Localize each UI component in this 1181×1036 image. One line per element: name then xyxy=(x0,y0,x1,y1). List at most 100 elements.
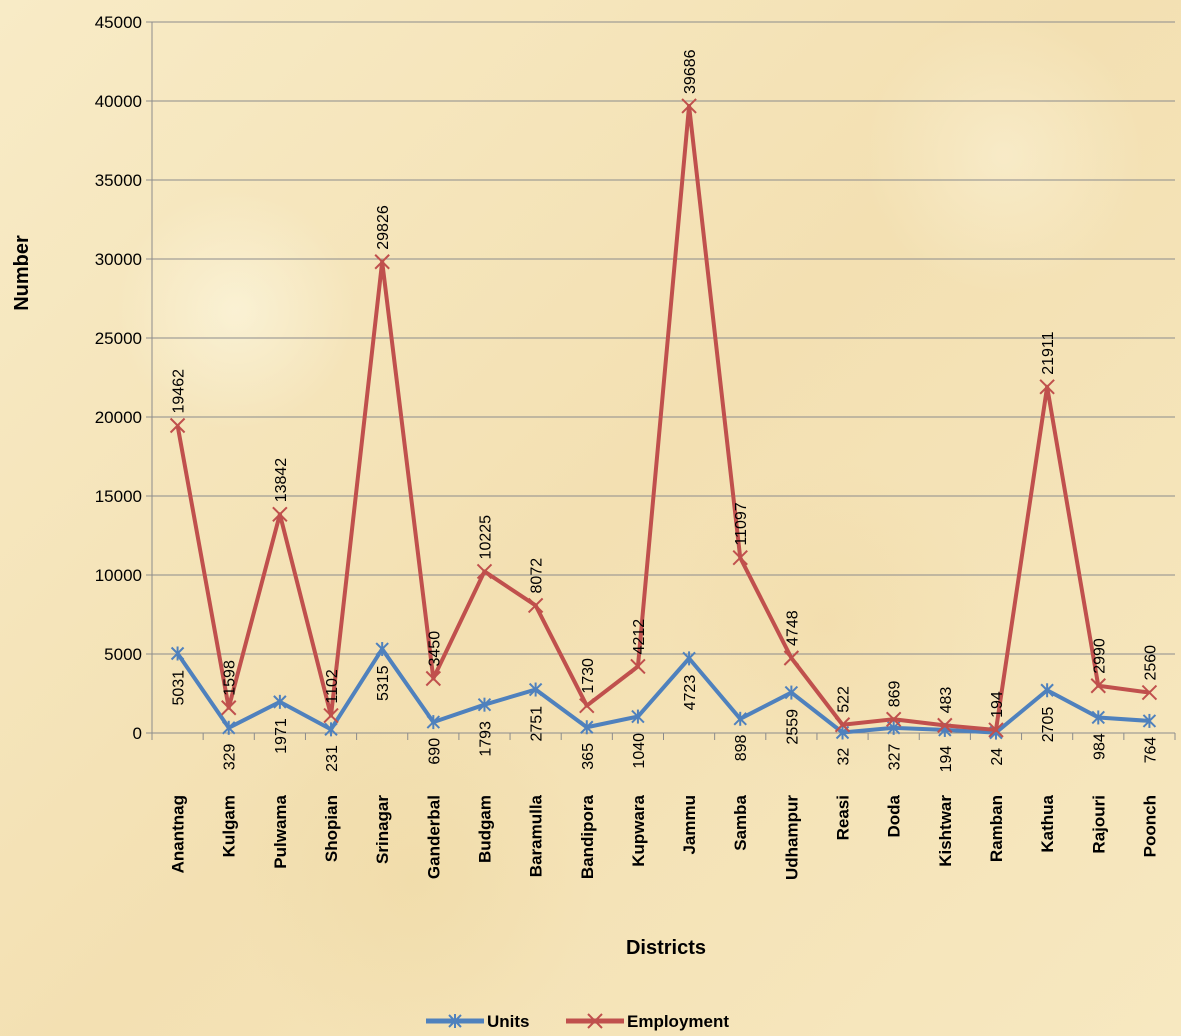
data-label-units: 327 xyxy=(887,744,904,771)
marker-employment xyxy=(1039,379,1055,395)
data-label-employment: 13842 xyxy=(273,458,290,503)
data-label-units: 1040 xyxy=(631,733,648,769)
marker-employment xyxy=(527,597,544,614)
marker-units xyxy=(733,711,747,726)
data-label-units: 5031 xyxy=(171,670,188,706)
data-label-units: 329 xyxy=(222,744,239,771)
marker-employment xyxy=(681,98,697,114)
axes: 0 5000 10000 15000 20000 25000 30000 35000 40000… xyxy=(95,13,1176,880)
x-tick-label: Kupwara xyxy=(629,794,648,866)
marker-employment xyxy=(579,697,595,714)
x-tick-label: Jammu xyxy=(680,795,699,855)
y-tick-label: 0 xyxy=(133,724,142,743)
marker-units xyxy=(324,722,338,737)
y-tick-label: 20000 xyxy=(95,408,142,427)
legend-label-employment: Employment xyxy=(627,1012,729,1031)
marker-employment xyxy=(885,711,902,727)
x-tick-label: Ganderbal xyxy=(424,795,443,879)
x-tick-label: Shopian xyxy=(322,795,341,862)
data-label-units: 24 xyxy=(989,748,1006,766)
marker-employment xyxy=(425,670,442,687)
data-label-units: 365 xyxy=(580,743,597,770)
data-label-units: 690 xyxy=(426,738,443,765)
legend-item-units: Units xyxy=(426,1012,530,1031)
x-tick-label: Anantnag xyxy=(169,795,188,873)
data-label-units: 194 xyxy=(938,746,955,773)
x-tick-label: Doda xyxy=(885,794,904,837)
data-label-units: 32 xyxy=(836,748,853,766)
legend: Units Employment xyxy=(426,1012,729,1031)
series-line-employment xyxy=(175,103,1150,732)
y-tick-label: 5000 xyxy=(104,645,142,664)
x-tick-label: Rajouri xyxy=(1089,795,1108,854)
data-label-units: 4723 xyxy=(682,675,699,711)
x-tick-label: Baramulla xyxy=(527,794,546,877)
marker-units xyxy=(426,715,441,730)
data-label-employment: 11097 xyxy=(733,502,750,545)
marker-employment xyxy=(783,650,800,666)
data-label-employment: 3450 xyxy=(426,631,443,667)
x-tick-label: Srinagar xyxy=(373,795,392,864)
marker-employment xyxy=(272,506,288,523)
data-label-employment: 2990 xyxy=(1091,638,1108,674)
marker-units xyxy=(784,685,799,700)
marker-employment xyxy=(374,254,390,270)
marker-employment xyxy=(1090,678,1106,694)
x-tick-label: Udhampur xyxy=(782,795,801,880)
marker-units xyxy=(580,720,594,735)
data-label-units: 2751 xyxy=(529,706,546,742)
data-label-employment: 194 xyxy=(989,691,1006,718)
marker-units xyxy=(528,682,543,697)
data-label-employment: 1598 xyxy=(222,660,239,696)
y-tick-label: 30000 xyxy=(95,250,142,269)
marker-units xyxy=(1142,713,1157,728)
y-axis-title: Number xyxy=(11,235,33,311)
marker-units xyxy=(375,642,389,657)
marker-employment xyxy=(1141,684,1158,701)
data-label-units: 984 xyxy=(1091,733,1108,760)
x-tick-label: Bandipora xyxy=(578,794,597,879)
marker-units xyxy=(170,646,185,661)
x-tick-label: Kishtwar xyxy=(936,795,955,867)
marker-employment xyxy=(834,717,851,733)
series-lines xyxy=(169,98,1158,740)
data-label-units: 5315 xyxy=(375,665,392,701)
x-axis-title: Districts xyxy=(626,937,706,959)
marker-units xyxy=(682,651,696,666)
marker-units xyxy=(1040,683,1054,698)
data-label-employment: 1730 xyxy=(580,658,597,694)
marker-employment xyxy=(988,722,1004,738)
marker-units xyxy=(222,720,236,735)
data-label-units: 898 xyxy=(733,735,750,762)
data-label-units: 2705 xyxy=(1040,707,1057,743)
gridlines xyxy=(152,21,1175,655)
data-label-employment: 4212 xyxy=(631,619,648,655)
x-tick-label: Poonch xyxy=(1140,795,1159,857)
data-label-employment: 39686 xyxy=(682,49,699,94)
data-label-units: 1793 xyxy=(477,721,494,757)
data-label-employment: 8072 xyxy=(529,558,546,594)
marker-employment xyxy=(630,658,646,675)
marker-units xyxy=(477,697,492,712)
y-tick-label: 25000 xyxy=(95,329,142,348)
legend-marker-employment xyxy=(587,1013,603,1029)
marker-units xyxy=(631,709,645,724)
marker-units xyxy=(1091,710,1105,725)
y-tick-label: 35000 xyxy=(95,171,142,190)
marker-employment xyxy=(732,549,748,566)
x-tick-label: Kulgam xyxy=(220,795,239,857)
data-label-employment: 29826 xyxy=(375,205,392,250)
legend-item-employment: Employment xyxy=(566,1012,729,1031)
data-label-units: 2559 xyxy=(784,709,801,745)
marker-employment xyxy=(476,563,493,580)
legend-label-units: Units xyxy=(487,1012,530,1031)
data-label-units: 1971 xyxy=(273,718,290,754)
data-labels: 5031 329 1971 231 5315 690 1793 2751 365 1040 4723… xyxy=(171,49,1160,772)
x-tick-label: Budgam xyxy=(475,795,494,863)
data-label-employment: 1102 xyxy=(324,669,341,704)
y-tick-label: 45000 xyxy=(95,13,142,32)
marker-employment xyxy=(323,707,339,724)
marker-employment xyxy=(169,417,186,434)
data-label-units: 231 xyxy=(324,745,341,772)
